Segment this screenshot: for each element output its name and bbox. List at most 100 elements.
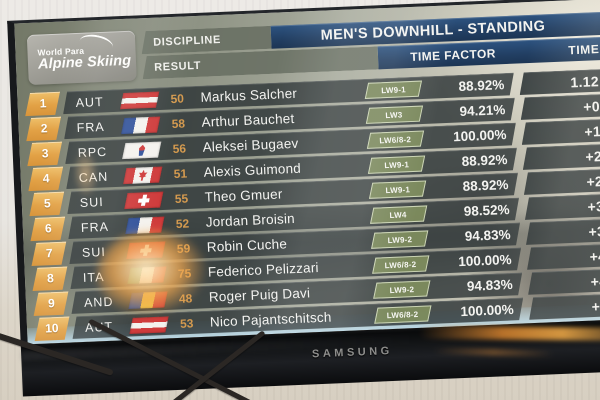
sport-class-badge: LW9-2 — [371, 230, 428, 248]
athlete-name: Federico Pelizzari — [207, 260, 319, 280]
time-value: +2.40 — [522, 143, 600, 170]
time-factor-value: 88.92% — [458, 77, 505, 95]
sport-class-label: LW9-1 — [380, 84, 406, 95]
time-factor-value: 94.83% — [466, 277, 513, 295]
athlete-name: Roger Puig Davi — [208, 285, 311, 305]
flag-fra-icon — [121, 116, 160, 134]
time-value: +0.38 — [520, 93, 600, 120]
bib-number: 56 — [172, 141, 187, 156]
bib-number: 75 — [177, 266, 192, 281]
athlete-name: Nico Pajantschitsch — [209, 309, 332, 330]
time-factor-value: 98.52% — [463, 202, 510, 220]
bib-number: 48 — [178, 291, 193, 306]
sport-class-label: LW4 — [389, 209, 408, 220]
rank-number: 7 — [45, 246, 53, 261]
flag-ita-icon — [127, 266, 166, 284]
time-value: +4.23 — [526, 243, 600, 270]
discipline-label: DISCIPLINE — [141, 26, 272, 54]
time-factor-value: 88.92% — [462, 177, 509, 195]
sport-class-badge: LW9-1 — [368, 155, 425, 173]
bib-number: 58 — [171, 116, 186, 131]
country-code: FRA — [80, 219, 110, 235]
sport-class-label: LW6/8-2 — [384, 259, 417, 270]
rank-number: 8 — [46, 271, 54, 286]
rank-number: 2 — [40, 121, 48, 136]
bib-number: 55 — [174, 191, 189, 206]
time-value: 1.12.00 — [519, 68, 600, 95]
flag-rpc-icon — [122, 141, 161, 159]
rank-badge: 3 — [27, 141, 63, 166]
time-value: +2.53 — [523, 168, 600, 195]
sport-class-badge: LW6/8-2 — [372, 255, 429, 273]
sport-class-badge: LW3 — [366, 105, 423, 123]
rank-number: 5 — [43, 196, 51, 211]
results-graphic: World Para Alpine Skiing DISCIPLINE MEN'… — [14, 0, 600, 344]
rank-number: 6 — [44, 221, 52, 236]
time-factor-value: 100.00% — [460, 302, 515, 320]
rank-badge: 1 — [25, 91, 60, 116]
time-factor-value: 88.92% — [461, 152, 508, 170]
sport-class-badge: LW6/8-2 — [374, 305, 431, 323]
sport-class-badge: LW6/8-2 — [367, 130, 424, 148]
time-factor-value: 100.00% — [458, 252, 512, 270]
time-value: +3.62 — [524, 193, 600, 220]
flag-and-icon — [128, 291, 167, 309]
sport-class-label: LW3 — [385, 109, 404, 120]
bib-number: 52 — [175, 216, 190, 231]
sport-class-label: LW9-1 — [384, 159, 409, 170]
bib-number: 53 — [179, 316, 194, 331]
time-value: +3.68 — [525, 218, 600, 245]
athlete-name: Arthur Bauchet — [201, 111, 295, 131]
flag-sui-icon — [124, 191, 163, 209]
sport-class-label: LW9-2 — [387, 234, 413, 245]
athlete-name: Alexis Guimond — [203, 160, 302, 181]
country-code: AUT — [75, 94, 104, 110]
time-factor-column-header: TIME FACTOR — [409, 45, 496, 64]
country-code: CAN — [78, 169, 109, 185]
athlete-name: Theo Gmuer — [204, 186, 283, 205]
time-factor-value: 94.83% — [464, 227, 511, 245]
sport-class-badge: LW9-1 — [365, 80, 422, 98]
logo-text-bottom: Alpine Skiing — [37, 52, 132, 73]
athlete-name: Jordan Broisin — [205, 211, 296, 230]
country-code: FRA — [76, 119, 105, 135]
bib-number: 59 — [176, 241, 191, 256]
time-factor-value: 100.00% — [452, 127, 507, 145]
athlete-name: Aleksei Bugaev — [202, 136, 299, 156]
results-rows: 1 AUT 50 Markus Salcher LW9-1 88.92% 1.1… — [25, 67, 600, 342]
rank-badge: 5 — [29, 191, 65, 216]
time-value: +4.30 — [528, 293, 600, 320]
rank-badge: 10 — [34, 316, 70, 341]
country-code: SUI — [81, 244, 107, 260]
flag-can-icon — [123, 166, 162, 184]
rank-badge: 8 — [32, 266, 68, 291]
tv-screen: World Para Alpine Skiing DISCIPLINE MEN'… — [7, 0, 600, 345]
sport-class-label: LW9-1 — [385, 184, 411, 195]
bib-number: 51 — [173, 166, 188, 181]
sport-class-badge: LW9-2 — [373, 280, 430, 298]
rank-number: 9 — [47, 296, 55, 311]
rank-badge: 2 — [26, 116, 62, 141]
rank-badge: 6 — [30, 216, 66, 241]
country-code: ITA — [82, 269, 105, 285]
flag-sui-icon — [126, 241, 165, 259]
time-value: +4.27 — [527, 268, 600, 295]
sport-class-badge: LW9-1 — [369, 180, 426, 198]
rank-number: 1 — [39, 96, 47, 111]
rank-badge: 9 — [33, 291, 69, 316]
flag-aut-icon — [120, 91, 159, 109]
rank-badge: 4 — [28, 166, 64, 191]
sport-class-label: LW9-2 — [389, 284, 415, 295]
time-value: +1.94 — [521, 118, 600, 145]
athlete-name: Robin Cuche — [206, 236, 288, 255]
bib-number: 50 — [170, 91, 185, 106]
world-para-alpine-skiing-logo: World Para Alpine Skiing — [26, 30, 137, 86]
country-code: RPC — [77, 144, 108, 160]
country-code: AND — [83, 294, 114, 310]
athlete-name: Markus Salcher — [200, 86, 298, 106]
sport-class-label: LW6/8-2 — [379, 134, 412, 145]
rank-number: 10 — [45, 321, 60, 336]
time-column-header: TIME — [568, 41, 600, 57]
rank-badge: 7 — [31, 241, 67, 266]
